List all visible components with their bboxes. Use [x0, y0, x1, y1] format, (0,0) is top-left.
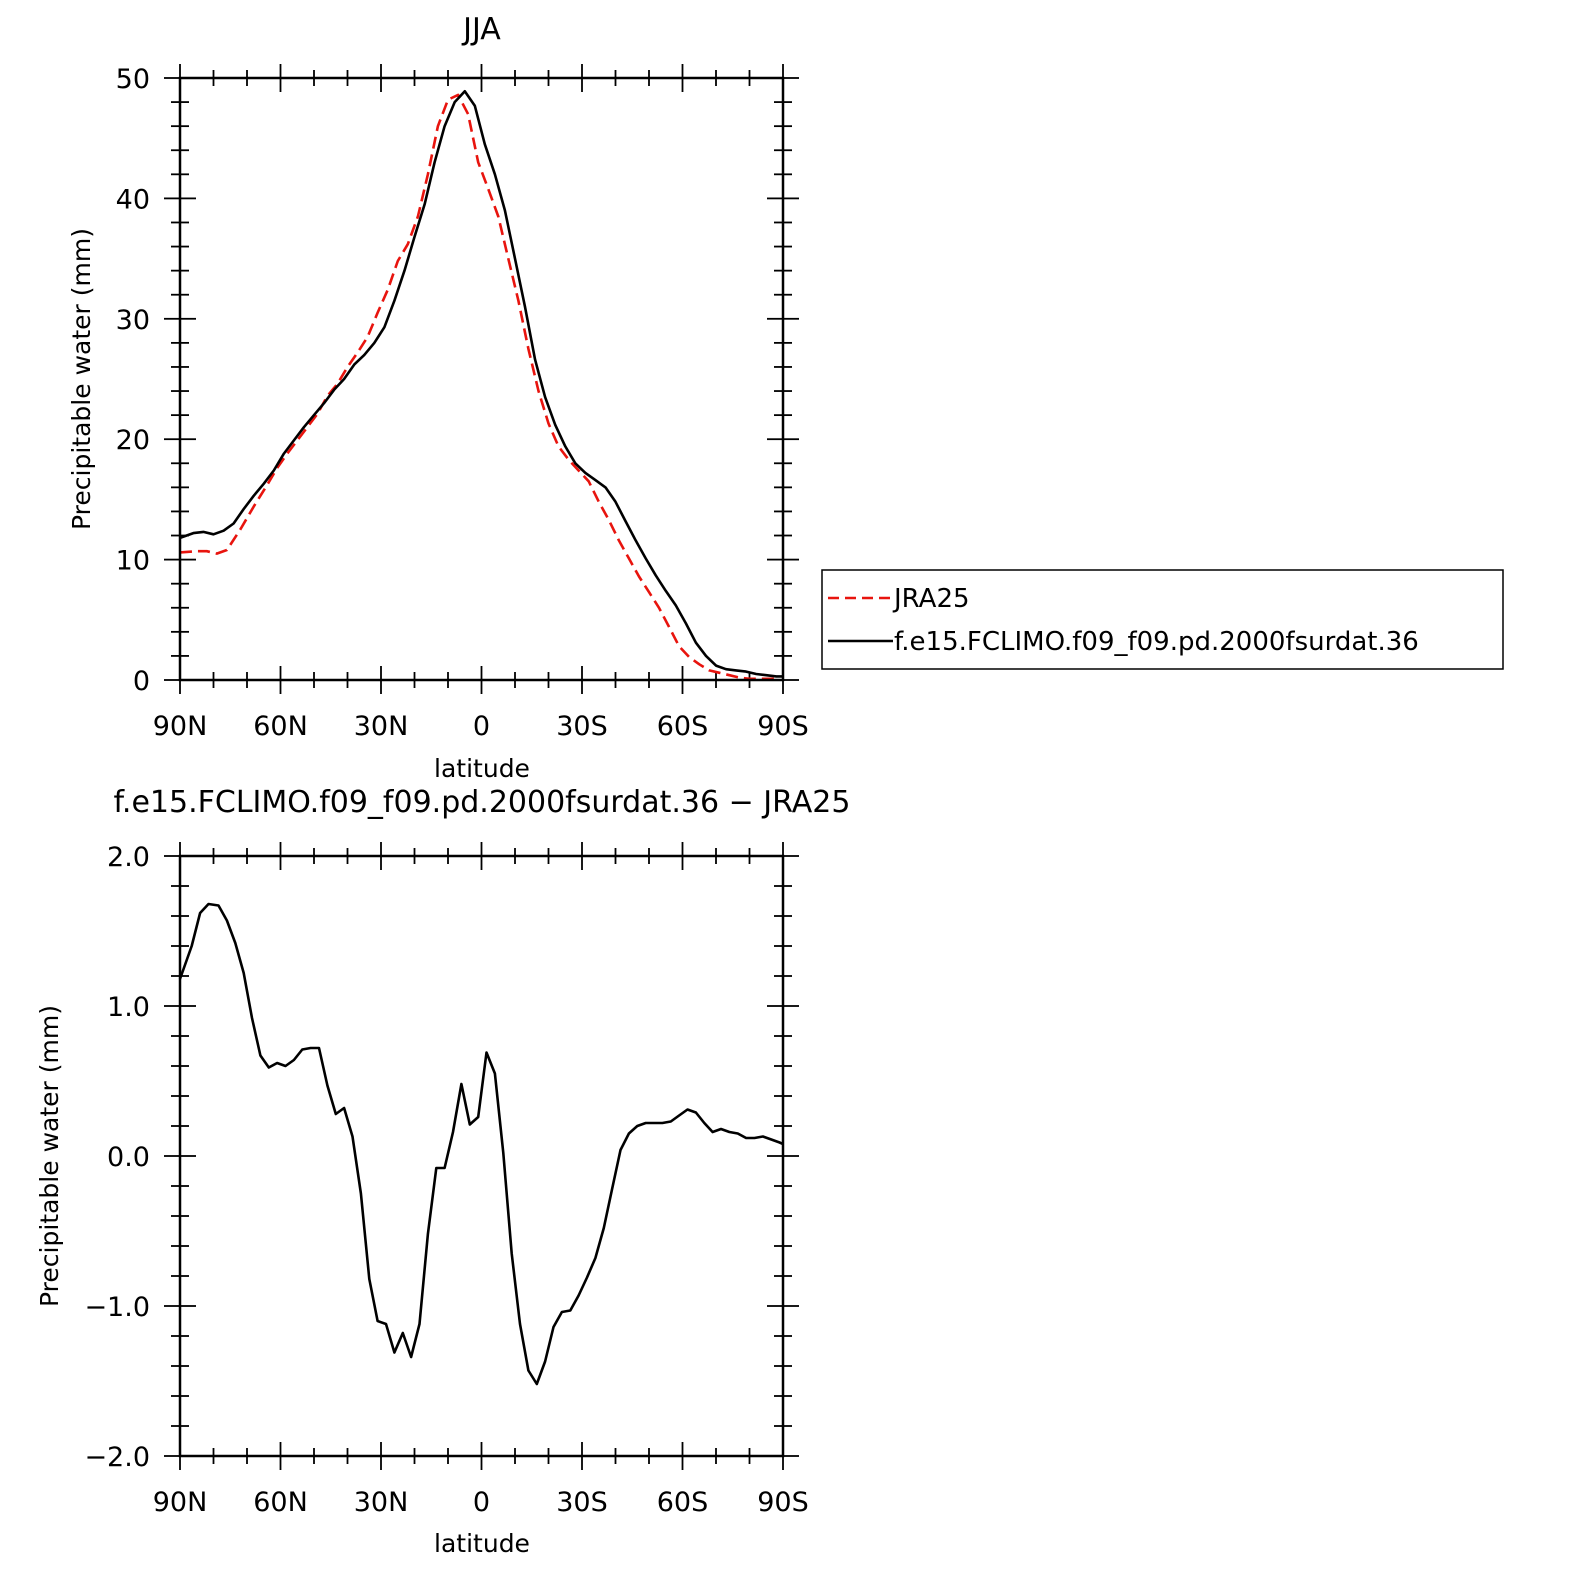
bottom-chart-panel: f.e15.FCLIMO.f09_f09.pd.2000fsurdat.36 −… — [35, 785, 850, 1558]
top-chart-frame — [178, 76, 785, 682]
bottom-chart-ylabel: Precipitable water (mm) — [35, 1005, 64, 1307]
x-tick-label: 0 — [473, 711, 490, 742]
bottom-chart-frame — [178, 854, 785, 1458]
top-chart-title: JJA — [461, 12, 501, 47]
x-tick-label: 90S — [757, 711, 809, 742]
legend-box — [821, 569, 1504, 670]
y-tick-label: 50 — [116, 64, 150, 95]
x-tick-label: 90N — [153, 711, 208, 742]
y-tick-label: −1.0 — [84, 1292, 150, 1323]
y-tick-label: 2.0 — [107, 842, 150, 873]
bottom-chart-xlabel: latitude — [434, 1529, 530, 1558]
x-tick-label: 60S — [657, 1487, 709, 1518]
bottom-chart-title: f.e15.FCLIMO.f09_f09.pd.2000fsurdat.36 −… — [114, 785, 851, 820]
y-tick-label: 40 — [116, 184, 150, 215]
x-tick-label: 30S — [556, 711, 608, 742]
x-tick-label: 0 — [473, 1487, 490, 1518]
y-tick-label: 30 — [116, 305, 150, 336]
top-chart-panel: JJA 90N 60N 30N 0 30S 60S 90S 0 10 20 30 40 50 lati… — [67, 12, 809, 783]
x-tick-label: 90S — [757, 1487, 809, 1518]
x-tick-label: 60N — [253, 711, 308, 742]
bottom-chart-ticks — [164, 842, 799, 1470]
x-tick-label: 60S — [657, 711, 709, 742]
top-chart-ylabel: Precipitable water (mm) — [67, 228, 96, 530]
x-tick-label: 30N — [354, 1487, 409, 1518]
y-tick-label: 0.0 — [107, 1142, 150, 1173]
y-tick-label: 20 — [116, 425, 150, 456]
y-tick-label: 10 — [116, 546, 150, 577]
legend: JRA25 f.e15.FCLIMO.f09_f09.pd.2000fsurda… — [821, 569, 1504, 670]
bottom-chart-series — [178, 902, 784, 1386]
x-tick-label: 90N — [153, 1487, 208, 1518]
x-tick-label: 60N — [253, 1487, 308, 1518]
top-chart-x-tick-labels: 90N 60N 30N 0 30S 60S 90S — [153, 711, 809, 742]
legend-label-jra25: JRA25 — [892, 584, 970, 614]
top-chart-y-tick-labels: 0 10 20 30 40 50 — [116, 64, 150, 697]
top-chart-xlabel: latitude — [434, 754, 530, 783]
x-tick-label: 30N — [354, 711, 409, 742]
x-tick-label: 30S — [556, 1487, 608, 1518]
top-chart-ticks — [164, 64, 799, 694]
y-tick-label: 1.0 — [107, 992, 150, 1023]
legend-label-model: f.e15.FCLIMO.f09_f09.pd.2000fsurdat.36 — [894, 627, 1419, 657]
series-line-model — [179, 89, 783, 678]
y-tick-label: −2.0 — [84, 1442, 150, 1473]
bottom-chart-y-tick-labels: −2.0 −1.0 0.0 1.0 2.0 — [84, 842, 150, 1473]
series-line-model — [178, 902, 784, 1386]
top-chart-series — [179, 89, 783, 681]
bottom-chart-x-tick-labels: 90N 60N 30N 0 30S 60S 90S — [153, 1487, 809, 1518]
y-tick-label: 0 — [133, 666, 150, 697]
series-line-jra25 — [179, 93, 780, 681]
